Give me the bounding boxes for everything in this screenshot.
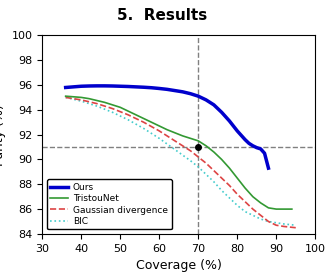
X-axis label: Coverage (%): Coverage (%) [136, 259, 222, 272]
Text: 5.  Results: 5. Results [117, 8, 208, 23]
Y-axis label: Purity (%): Purity (%) [0, 104, 6, 166]
Legend: Ours, TristouNet, Gaussian divergence, BIC: Ours, TristouNet, Gaussian divergence, B… [47, 180, 172, 229]
